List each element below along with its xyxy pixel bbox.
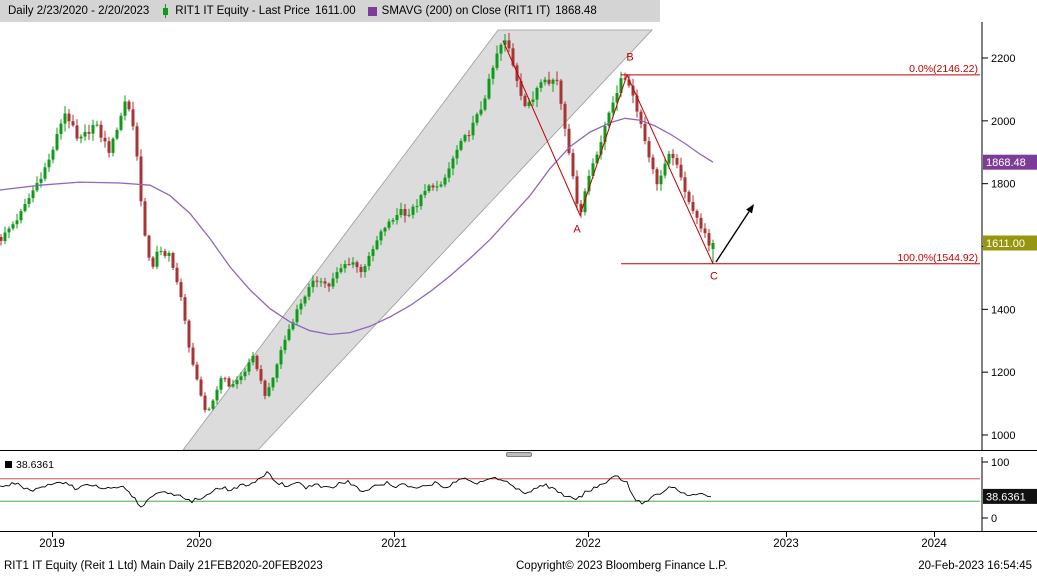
sma-line bbox=[0, 117, 714, 336]
year-label: 2022 bbox=[575, 538, 601, 550]
oscillator-panel[interactable]: 100 0 38.6361 38.6361 bbox=[0, 457, 1037, 531]
svg-text:0.0%(2146.22): 0.0%(2146.22) bbox=[909, 63, 978, 75]
time-axis: 2019 2020 2021 2022 2023 2024 bbox=[0, 531, 1037, 556]
fibonacci-retracement: 0.0%(2146.22) 100.0%(1544.92) bbox=[621, 63, 980, 265]
year-label: 2021 bbox=[381, 538, 407, 550]
svg-text:1000: 1000 bbox=[991, 430, 1015, 442]
year-tick bbox=[934, 532, 935, 537]
candlestick-icon bbox=[163, 4, 169, 18]
footer-timestamp: 20-Feb-2023 16:54:45 bbox=[918, 560, 1032, 572]
sma-series-label: SMAVG (200) on Close (RIT1 IT) bbox=[381, 5, 551, 17]
status-bar: RIT1 IT Equity (Reit 1 Ltd) Main Daily 2… bbox=[0, 556, 1037, 577]
svg-text:1200: 1200 bbox=[991, 367, 1015, 379]
svg-text:A: A bbox=[573, 223, 581, 235]
year-label: 2019 bbox=[39, 538, 65, 550]
legend-price-series[interactable]: RIT1 IT Equity - Last Price 1611.00 bbox=[161, 4, 356, 18]
trend-channel bbox=[182, 29, 653, 450]
price-badges: 1868.48 1611.00 bbox=[983, 154, 1037, 251]
svg-text:0: 0 bbox=[991, 513, 997, 525]
svg-text:100.0%(1544.92): 100.0%(1544.92) bbox=[897, 252, 978, 264]
year-tick bbox=[199, 532, 200, 537]
footer-instrument-label: RIT1 IT Equity (Reit 1 Ltd) Main Daily 2… bbox=[4, 560, 323, 572]
svg-text:1611.00: 1611.00 bbox=[986, 238, 1025, 250]
splitter-handle[interactable] bbox=[505, 451, 532, 457]
svg-text:38.6361: 38.6361 bbox=[986, 491, 1026, 503]
footer-copyright: Copyright© 2023 Bloomberg Finance L.P. bbox=[516, 560, 728, 572]
year-tick bbox=[588, 532, 589, 537]
price-series-value: 1611.00 bbox=[314, 5, 356, 17]
main-price-chart[interactable]: 0.0%(2146.22) 100.0%(1544.92) A B C 2200 200… bbox=[0, 22, 1037, 450]
legend-sma-series[interactable]: SMAVG (200) on Close (RIT1 IT) 1868.48 bbox=[367, 5, 597, 17]
abc-trendlines: A B C bbox=[502, 40, 718, 282]
date-range-label[interactable]: Daily 2/23/2020 - 2/20/2023 bbox=[8, 5, 150, 17]
year-label: 2020 bbox=[186, 538, 212, 550]
sma-series-value: 1868.48 bbox=[555, 5, 597, 17]
year-tick bbox=[52, 532, 53, 537]
oscillator-line bbox=[0, 471, 712, 508]
panel-splitter bbox=[0, 450, 1037, 457]
price-axis: 2200200018001600140012001000 bbox=[981, 22, 1015, 450]
chart-legend-bar: Daily 2/23/2020 - 2/20/2023 RIT1 IT Equi… bbox=[0, 0, 660, 22]
svg-text:B: B bbox=[626, 52, 633, 64]
svg-text:2000: 2000 bbox=[991, 116, 1015, 128]
year-label: 2023 bbox=[773, 538, 799, 550]
oscillator-bands bbox=[0, 478, 980, 502]
year-label: 2024 bbox=[921, 538, 947, 550]
svg-text:2200: 2200 bbox=[991, 53, 1015, 65]
sma-swatch-icon bbox=[367, 6, 377, 16]
oscillator-legend: 38.6361 bbox=[5, 459, 54, 471]
year-tick bbox=[394, 532, 395, 537]
candlestick-series bbox=[0, 32, 715, 413]
annotation-arrow bbox=[715, 204, 754, 263]
svg-text:1800: 1800 bbox=[991, 179, 1015, 191]
svg-text:1868.48: 1868.48 bbox=[986, 157, 1026, 169]
price-series-label: RIT1 IT Equity - Last Price bbox=[175, 5, 310, 17]
svg-text:C: C bbox=[710, 270, 718, 282]
year-tick bbox=[786, 532, 787, 537]
svg-text:1400: 1400 bbox=[991, 304, 1015, 316]
oscillator-value-badge: 38.6361 bbox=[983, 488, 1037, 504]
svg-text:100: 100 bbox=[991, 457, 1009, 469]
oscillator-axis: 100 0 bbox=[981, 457, 1009, 531]
svg-text:38.6361: 38.6361 bbox=[16, 459, 54, 471]
